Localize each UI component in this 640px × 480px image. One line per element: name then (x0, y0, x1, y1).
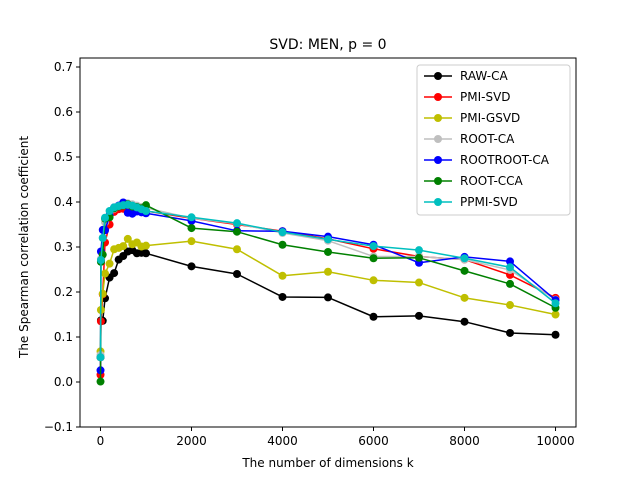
legend-item: ROOT-CCA (424, 174, 524, 188)
data-point-raw-ca (551, 330, 560, 339)
x-tick-label: 0 (97, 434, 105, 448)
legend-item: ROOT-CA (424, 132, 515, 146)
legend-label: PPMI-SVD (460, 195, 518, 209)
data-point-raw-ca (506, 328, 515, 337)
y-axis-label: The Spearman correlation coefficient (17, 136, 31, 359)
x-tick-label: 2000 (176, 434, 207, 448)
data-point-pmi-gsvd (369, 276, 378, 285)
data-point-ppmi-svd (415, 246, 424, 255)
data-point-raw-ca (110, 269, 119, 278)
data-point-ppmi-svd (551, 299, 560, 308)
data-point-pmi-gsvd (551, 310, 560, 319)
legend-marker (434, 156, 442, 164)
data-point-pmi-gsvd (98, 289, 107, 298)
data-point-ppmi-svd (460, 254, 469, 263)
legend-label: PMI-SVD (460, 90, 511, 104)
y-tick-label: 0.5 (54, 150, 73, 164)
legend-marker (434, 177, 442, 185)
data-point-pmi-gsvd (123, 234, 132, 243)
data-point-raw-ca (232, 270, 241, 278)
legend-item: PMI-GSVD (424, 111, 520, 125)
data-point-ppmi-svd (98, 234, 107, 242)
y-tick-label: 0.7 (54, 60, 73, 74)
x-tick-label: 10000 (536, 434, 574, 448)
data-point-pmi-gsvd (105, 259, 114, 268)
data-point-ppmi-svd (96, 256, 105, 265)
series-pmi-gsvd (96, 234, 560, 356)
data-point-ppmi-svd (101, 213, 110, 222)
data-point-ppmi-svd (141, 207, 150, 215)
y-tick-label: 0.4 (54, 195, 73, 209)
data-point-raw-ca (187, 262, 196, 271)
data-point-rootroot-ca (506, 257, 515, 266)
plot-area (96, 198, 560, 386)
data-point-ppmi-svd (278, 228, 287, 237)
data-point-pmi-gsvd (119, 242, 128, 251)
data-point-root-cca (324, 247, 332, 256)
legend-label: PMI-GSVD (460, 111, 520, 125)
legend-item: PMI-SVD (424, 90, 511, 104)
series-ppmi-svd (96, 200, 560, 362)
data-point-ppmi-svd (232, 219, 241, 228)
legend-item: RAW-CA (424, 69, 508, 83)
data-point-root-cca (506, 279, 515, 288)
data-point-root-cca (460, 266, 469, 275)
data-point-pmi-gsvd (415, 278, 424, 287)
data-point-pmi-gsvd (324, 267, 332, 276)
legend-label: RAW-CA (460, 69, 508, 83)
x-tick-label: 8000 (449, 434, 480, 448)
data-point-root-cca (187, 224, 196, 233)
legend-marker (434, 198, 442, 206)
data-point-raw-ca (324, 293, 332, 302)
y-tick-label: 0.6 (54, 105, 73, 119)
data-point-pmi-gsvd (141, 241, 150, 250)
data-point-raw-ca (460, 317, 469, 326)
y-tick-label: 0.3 (54, 240, 73, 254)
data-point-pmi-gsvd (187, 237, 196, 246)
data-point-root-cca (369, 254, 378, 263)
legend: RAW-CA PMI-SVD PMI-GSVD ROOT-CA ROOTROOT-CA R… (416, 64, 571, 216)
axes: 0 2000 4000 6000 8000 10000 −0.1 0.0 0.1 0.2 0.3 0.… (44, 57, 577, 448)
x-axis-label: The number of dimensions k (241, 456, 413, 470)
data-point-root-cca (96, 377, 105, 386)
data-point-raw-ca (141, 249, 150, 258)
data-point-root-cca (232, 227, 241, 236)
legend-frame (416, 64, 571, 216)
y-tick-label: 0.1 (54, 330, 73, 344)
legend-label: ROOTROOT-CA (460, 153, 550, 167)
x-tick-label: 6000 (358, 434, 389, 448)
data-point-raw-ca (369, 312, 378, 321)
data-point-root-cca (278, 240, 287, 249)
plot-frame (79, 57, 577, 428)
y-tick-label: −0.1 (44, 420, 73, 434)
legend-marker (434, 93, 442, 101)
legend-marker (434, 135, 442, 143)
data-point-pmi-gsvd (232, 245, 241, 254)
legend-item: PPMI-SVD (424, 195, 518, 209)
data-point-pmi-gsvd (506, 301, 515, 310)
y-tick-label: 0.2 (54, 285, 73, 299)
legend-item: ROOTROOT-CA (424, 153, 550, 167)
data-point-ppmi-svd (506, 263, 515, 272)
data-point-pmi-gsvd (278, 271, 287, 280)
legend-marker (434, 114, 442, 122)
legend-label: ROOT-CCA (460, 174, 524, 188)
chart-title: SVD: MEN, p = 0 (269, 37, 386, 53)
data-point-pmi-gsvd (101, 269, 110, 278)
data-point-raw-ca (278, 292, 287, 301)
y-tick-label: 0.0 (54, 375, 73, 389)
legend-label: ROOT-CA (460, 132, 515, 146)
legend-marker (434, 72, 442, 80)
data-point-raw-ca (415, 311, 424, 320)
data-point-ppmi-svd (369, 242, 378, 251)
data-point-ppmi-svd (324, 235, 332, 244)
data-point-ppmi-svd (96, 353, 105, 362)
data-point-pmi-gsvd (460, 293, 469, 302)
x-tick-label: 4000 (267, 434, 298, 448)
data-point-ppmi-svd (187, 213, 196, 222)
data-point-root-cca (415, 253, 424, 262)
